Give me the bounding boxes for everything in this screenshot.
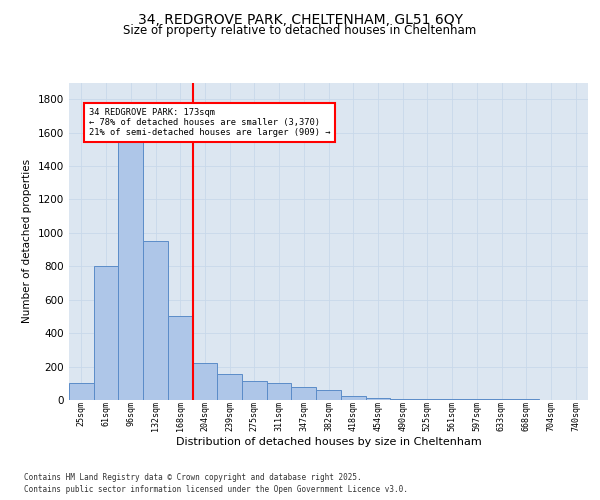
Bar <box>168 316 193 400</box>
Bar <box>316 390 341 400</box>
Bar <box>118 124 143 400</box>
Bar <box>217 374 242 400</box>
Bar <box>341 396 365 400</box>
Bar <box>143 242 168 400</box>
Text: Size of property relative to detached houses in Cheltenham: Size of property relative to detached ho… <box>124 24 476 37</box>
Text: Contains public sector information licensed under the Open Government Licence v3: Contains public sector information licen… <box>24 485 408 494</box>
Bar <box>94 266 118 400</box>
Bar <box>69 384 94 400</box>
Bar <box>267 384 292 400</box>
Text: 34 REDGROVE PARK: 173sqm
← 78% of detached houses are smaller (3,370)
21% of sem: 34 REDGROVE PARK: 173sqm ← 78% of detach… <box>89 108 330 138</box>
Text: Contains HM Land Registry data © Crown copyright and database right 2025.: Contains HM Land Registry data © Crown c… <box>24 472 362 482</box>
Bar <box>242 381 267 400</box>
Bar <box>415 399 440 400</box>
Text: 34, REDGROVE PARK, CHELTENHAM, GL51 6QY: 34, REDGROVE PARK, CHELTENHAM, GL51 6QY <box>137 12 463 26</box>
Bar <box>193 363 217 400</box>
X-axis label: Distribution of detached houses by size in Cheltenham: Distribution of detached houses by size … <box>176 437 481 447</box>
Bar <box>390 398 415 400</box>
Bar <box>365 398 390 400</box>
Y-axis label: Number of detached properties: Number of detached properties <box>22 159 32 324</box>
Bar <box>292 388 316 400</box>
